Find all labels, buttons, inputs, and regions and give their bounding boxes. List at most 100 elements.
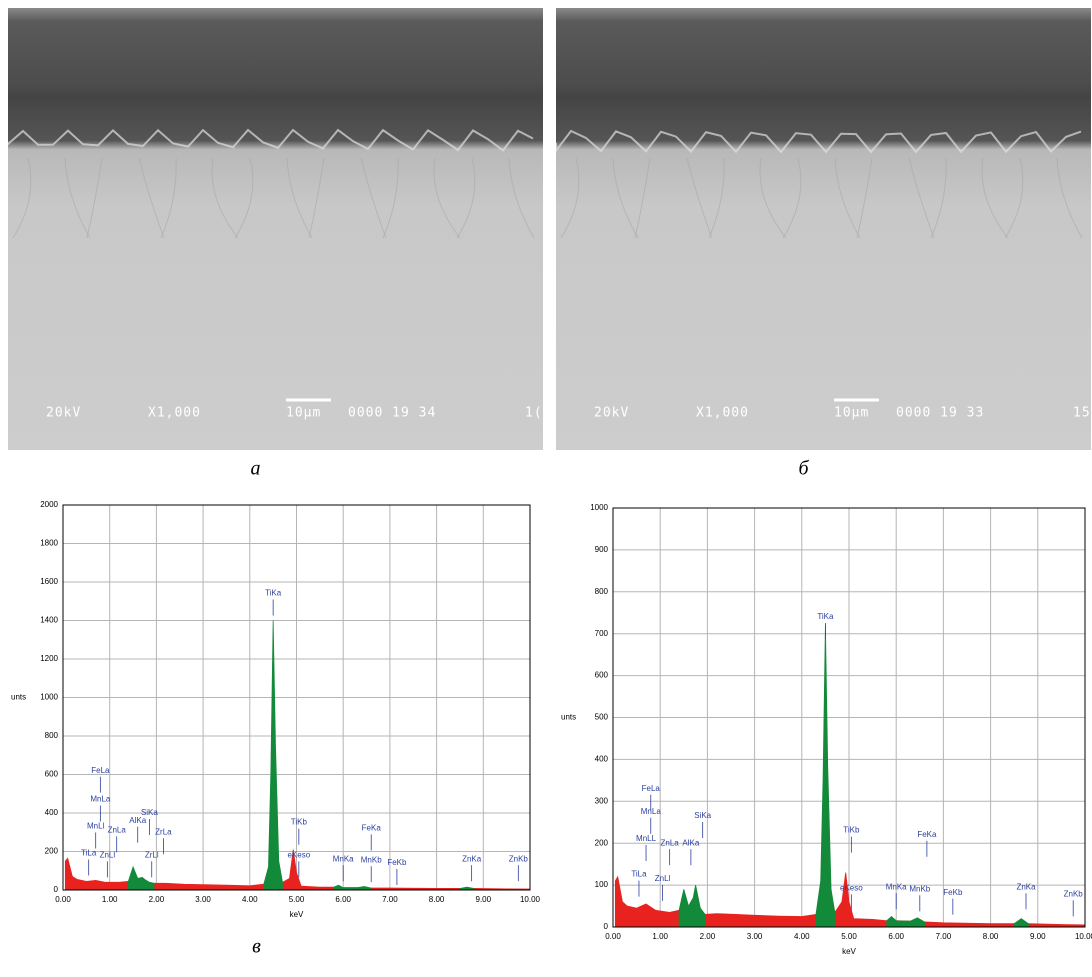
micrograph-background bbox=[8, 8, 543, 450]
spectrum-area bbox=[1027, 923, 1086, 928]
y-tick-label: 1000 bbox=[40, 693, 58, 702]
peak-label: FeKa bbox=[917, 830, 937, 839]
voltage: 20kV bbox=[46, 406, 81, 421]
peak-label: ZnLa bbox=[661, 838, 680, 847]
record-extra: 15 bbox=[1073, 406, 1091, 421]
texture bbox=[508, 157, 535, 239]
peak-label: MnKb bbox=[361, 855, 382, 864]
scale-label: 10μm bbox=[286, 406, 321, 421]
y-axis-label: unts bbox=[561, 713, 576, 722]
y-axis-label: unts bbox=[11, 693, 26, 702]
texture bbox=[708, 157, 725, 239]
peak-label: TiKa bbox=[817, 612, 834, 621]
micrograph: 20kV X1,000 10μm 0000 19 34 1( bbox=[8, 8, 543, 450]
peak-label: ZrLa bbox=[155, 827, 172, 836]
peak-label: ZrLl bbox=[145, 850, 159, 859]
texture bbox=[686, 157, 713, 239]
plot-frame bbox=[612, 507, 1086, 928]
texture bbox=[433, 157, 461, 239]
peak-label: SiKa bbox=[694, 811, 711, 820]
x-axis-label: keV bbox=[842, 947, 856, 956]
y-tick-label: 900 bbox=[595, 545, 609, 554]
spectrum-area bbox=[263, 620, 283, 891]
texture bbox=[856, 157, 873, 239]
peak-label: ZnLl bbox=[655, 874, 671, 883]
peak-label: AlKa bbox=[129, 816, 146, 825]
y-tick-label: 600 bbox=[45, 770, 59, 779]
peak-label: AlKa bbox=[682, 838, 699, 847]
texture bbox=[211, 157, 239, 239]
peak-label: ZnKb bbox=[509, 854, 529, 863]
peak-label: ZnKa bbox=[462, 854, 482, 863]
peak-label: eKeso bbox=[287, 850, 310, 859]
spectrum-area bbox=[924, 921, 1015, 928]
texture bbox=[981, 157, 1009, 239]
texture bbox=[560, 157, 580, 239]
texture bbox=[360, 157, 387, 239]
peak-label: MnLa bbox=[641, 807, 662, 816]
x-tick-label: 8.00 bbox=[983, 932, 999, 941]
y-tick-label: 800 bbox=[595, 587, 609, 596]
texture bbox=[86, 157, 103, 239]
x-tick-label: 4.00 bbox=[242, 895, 258, 904]
x-tick-label: 9.00 bbox=[476, 895, 492, 904]
x-axis-label: keV bbox=[290, 910, 304, 919]
x-tick-label: 5.00 bbox=[289, 895, 305, 904]
peak-label: FeLa bbox=[642, 784, 661, 793]
peak-label: ZnLa bbox=[108, 825, 127, 834]
texture bbox=[308, 157, 325, 239]
x-tick-label: 2.00 bbox=[700, 932, 716, 941]
peak-label: TiKa bbox=[265, 589, 282, 598]
spectrum-area bbox=[815, 625, 836, 928]
x-tick-label: 2.00 bbox=[149, 895, 165, 904]
panel-caption: а bbox=[251, 458, 261, 480]
x-tick-label: 9.00 bbox=[1030, 932, 1046, 941]
texture bbox=[930, 157, 947, 239]
spectrum-area bbox=[1013, 918, 1029, 928]
x-tick-label: 0.00 bbox=[55, 895, 71, 904]
spectrum-area bbox=[153, 882, 265, 891]
peak-label: SiKa bbox=[141, 808, 158, 817]
peak-label: ZnKb bbox=[1064, 889, 1084, 898]
texture bbox=[286, 157, 313, 239]
peak-label: TiKb bbox=[843, 826, 860, 835]
x-tick-label: 6.00 bbox=[335, 895, 351, 904]
plot-frame bbox=[62, 504, 531, 891]
spectrum-area bbox=[704, 913, 817, 928]
texture bbox=[382, 157, 399, 239]
texture bbox=[1004, 157, 1024, 239]
y-tick-label: 1200 bbox=[40, 654, 58, 663]
y-tick-label: 1400 bbox=[40, 616, 58, 625]
x-tick-label: 7.00 bbox=[936, 932, 952, 941]
y-tick-label: 200 bbox=[45, 847, 59, 856]
layer-boundary bbox=[556, 129, 1082, 154]
record: 0000 19 33 bbox=[896, 406, 984, 421]
peak-label: TiLa bbox=[81, 849, 97, 858]
x-tick-label: 10.00 bbox=[1075, 932, 1092, 941]
texture bbox=[759, 157, 787, 239]
texture bbox=[138, 157, 165, 239]
texture bbox=[908, 157, 935, 239]
texture bbox=[456, 157, 476, 239]
peak-label: MnKa bbox=[333, 854, 354, 863]
texture bbox=[834, 157, 861, 239]
micrograph-background bbox=[556, 8, 1091, 450]
magnification: X1,000 bbox=[148, 406, 201, 421]
x-tick-label: 8.00 bbox=[429, 895, 445, 904]
peak-label: MnLL bbox=[636, 834, 657, 843]
magnification: X1,000 bbox=[696, 406, 749, 421]
texture bbox=[612, 157, 639, 239]
y-tick-label: 300 bbox=[595, 796, 609, 805]
y-tick-label: 1600 bbox=[40, 577, 58, 586]
y-tick-label: 0 bbox=[54, 885, 59, 894]
spectrum-area bbox=[333, 884, 372, 891]
texture bbox=[1056, 157, 1083, 239]
scale-label: 10μm bbox=[834, 406, 869, 421]
peak-label: FeKb bbox=[943, 888, 963, 897]
y-tick-label: 1800 bbox=[40, 539, 58, 548]
y-tick-label: 0 bbox=[604, 922, 609, 931]
y-tick-label: 400 bbox=[595, 755, 609, 764]
y-tick-label: 700 bbox=[595, 629, 609, 638]
peak-label: ZnKa bbox=[1016, 882, 1036, 891]
spectrum-area bbox=[614, 875, 680, 928]
